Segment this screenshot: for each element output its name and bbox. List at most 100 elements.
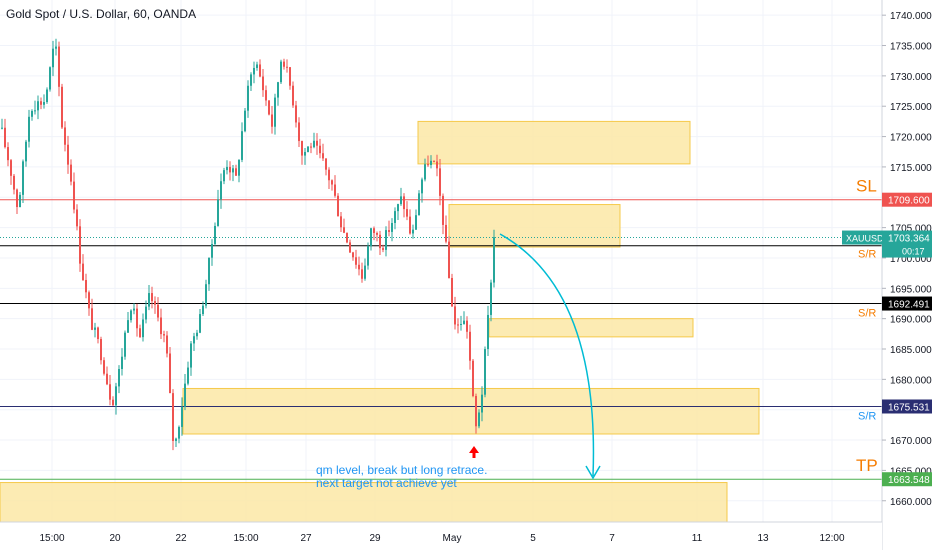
candle-body bbox=[298, 122, 300, 142]
candle-body bbox=[94, 327, 96, 330]
candle-body bbox=[157, 304, 159, 318]
candle-body bbox=[316, 140, 318, 146]
up-arrow-shape bbox=[469, 446, 479, 458]
candle-body bbox=[403, 196, 405, 210]
candle-body bbox=[169, 353, 171, 394]
time-tick-label: 20 bbox=[109, 533, 121, 544]
annotation-line: next target not achieve yet bbox=[316, 476, 457, 490]
time-tick-label: 12:00 bbox=[819, 533, 844, 544]
candle-body bbox=[127, 320, 129, 333]
time-tick-label: 22 bbox=[175, 533, 187, 544]
candle-body bbox=[478, 412, 480, 427]
symbol-tag-text: XAUUSD bbox=[846, 234, 884, 244]
candle-body bbox=[424, 164, 426, 180]
candle-body bbox=[325, 158, 327, 170]
candle-body bbox=[67, 144, 69, 165]
candle-body bbox=[46, 89, 48, 103]
candle-body bbox=[439, 168, 441, 196]
candle-body bbox=[160, 317, 162, 335]
candle-body bbox=[388, 230, 390, 232]
countdown-text: 00:17 bbox=[902, 247, 925, 257]
candle-body bbox=[7, 147, 9, 161]
candle-body bbox=[181, 406, 183, 427]
candle-body bbox=[397, 204, 399, 212]
candle-body bbox=[460, 323, 462, 325]
candle-body bbox=[385, 230, 387, 250]
candle-body bbox=[340, 216, 342, 228]
candle-body bbox=[427, 164, 429, 166]
candle-body bbox=[121, 356, 123, 370]
candle-body bbox=[283, 61, 285, 67]
candle-body bbox=[331, 180, 333, 185]
price-tick-label: 1725.000 bbox=[890, 102, 932, 113]
candle-body bbox=[490, 282, 492, 315]
candle-body bbox=[241, 131, 243, 160]
candle-body bbox=[466, 320, 468, 332]
candle-body bbox=[448, 241, 450, 278]
candle-body bbox=[217, 199, 219, 226]
candle-body bbox=[118, 369, 120, 387]
time-tick-label: 27 bbox=[300, 533, 312, 544]
candle-body bbox=[352, 252, 354, 258]
candle-body bbox=[64, 127, 66, 145]
candle-body bbox=[271, 114, 273, 127]
candle-body bbox=[268, 100, 270, 115]
candle-body bbox=[280, 61, 282, 83]
candle-body bbox=[133, 308, 135, 311]
candle-body bbox=[16, 189, 18, 208]
candle-body bbox=[367, 246, 369, 266]
candle-body bbox=[22, 161, 24, 195]
candle-body bbox=[229, 166, 231, 173]
candle-body bbox=[322, 153, 324, 159]
candle-body bbox=[286, 66, 288, 68]
candle-body bbox=[196, 332, 198, 337]
candle-body bbox=[175, 438, 177, 441]
candle-body bbox=[463, 320, 465, 324]
candle-body bbox=[142, 319, 144, 338]
price-tick-label: 1735.000 bbox=[890, 42, 932, 53]
candle-body bbox=[91, 308, 93, 330]
candle-body bbox=[247, 85, 249, 111]
candle-body bbox=[205, 284, 207, 306]
level-side-label: S/R bbox=[858, 410, 876, 422]
candle-body bbox=[130, 310, 132, 321]
price-tick-label: 1660.000 bbox=[890, 497, 932, 508]
candle-body bbox=[301, 141, 303, 156]
annotation-line: qm level, break but long retrace. bbox=[316, 463, 487, 477]
candle-body bbox=[307, 146, 309, 152]
candle-body bbox=[370, 228, 372, 247]
up-arrow-icon bbox=[469, 446, 479, 458]
time-tick-label: 7 bbox=[609, 533, 615, 544]
candle-body bbox=[79, 226, 81, 264]
candle-body bbox=[25, 141, 27, 162]
candle-body bbox=[262, 76, 264, 91]
candle-body bbox=[256, 64, 258, 68]
current-price-tag bbox=[882, 230, 932, 258]
candle-body bbox=[313, 140, 315, 148]
candle-body bbox=[469, 331, 471, 361]
candle-body bbox=[172, 393, 174, 441]
candle-body bbox=[376, 233, 378, 235]
candle-body bbox=[265, 90, 267, 101]
candle-body bbox=[145, 306, 147, 320]
candle-body bbox=[178, 426, 180, 439]
price-axis bbox=[882, 0, 932, 550]
candle-body bbox=[487, 314, 489, 350]
candle-body bbox=[406, 209, 408, 217]
candle-body bbox=[112, 399, 114, 406]
time-tick-label: 5 bbox=[530, 533, 536, 544]
candle-body bbox=[40, 101, 42, 105]
candle-body bbox=[154, 301, 156, 305]
candle-body bbox=[289, 67, 291, 86]
candle-body bbox=[4, 127, 6, 148]
candle-body bbox=[421, 179, 423, 194]
candle-body bbox=[334, 184, 336, 196]
candle-body bbox=[373, 228, 375, 234]
candle-body bbox=[103, 360, 105, 374]
supply-demand-zone bbox=[488, 318, 694, 338]
candle-body bbox=[349, 242, 351, 253]
candle-body bbox=[454, 306, 456, 325]
level-price-tag-text: 1675.531 bbox=[888, 402, 930, 413]
